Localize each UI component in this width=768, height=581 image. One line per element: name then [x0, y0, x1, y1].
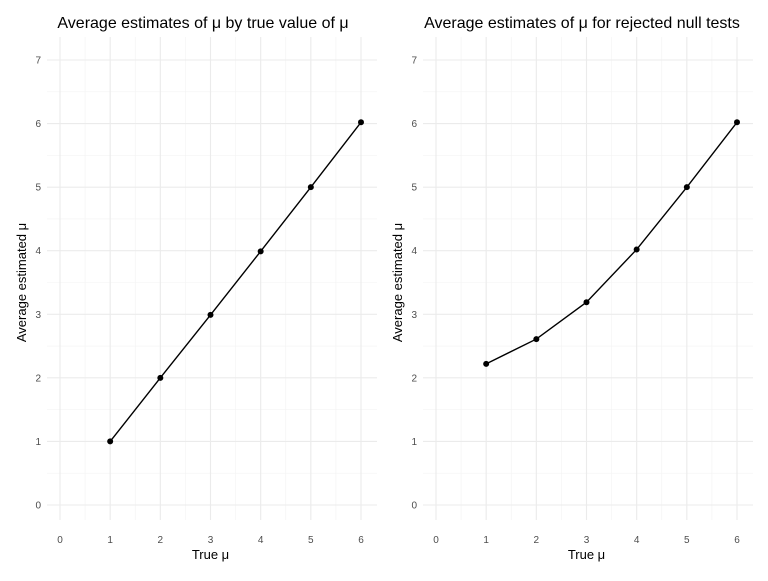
data-point: [307, 184, 314, 191]
data-point: [358, 119, 364, 126]
data-point: [533, 336, 540, 343]
y-tick-label: 0: [35, 501, 41, 512]
x-tick-label: 3: [208, 535, 214, 546]
x-tick-label: 1: [107, 535, 113, 546]
x-tick-label: 0: [57, 535, 63, 546]
data-point: [583, 299, 590, 306]
series-line: [485, 121, 738, 365]
y-tick-label: 6: [411, 119, 417, 130]
x-tick-label: 6: [358, 535, 364, 546]
data-point: [107, 438, 114, 445]
series-line: [109, 121, 362, 442]
x-tick-label: 3: [584, 535, 590, 546]
chart-title: Average estimates of μ for rejected null…: [424, 15, 740, 32]
x-tick-label: 4: [258, 535, 264, 546]
y-tick-label: 0: [411, 501, 417, 512]
y-tick-label: 5: [35, 183, 41, 194]
x-tick-label: 2: [534, 535, 540, 546]
x-tick-label: 1: [483, 535, 489, 546]
x-tick-label: 0: [433, 535, 439, 546]
y-tick-label: 2: [411, 373, 417, 384]
data-point: [633, 246, 640, 253]
y-tick-label: 4: [35, 246, 41, 257]
y-tick-label: 4: [411, 246, 417, 257]
data-point: [734, 119, 740, 126]
data-point: [157, 374, 164, 381]
x-axis-label: True μ: [568, 547, 605, 562]
y-tick-label: 5: [411, 183, 417, 194]
data-point: [257, 248, 264, 255]
y-tick-label: 3: [411, 310, 417, 321]
data-point: [207, 311, 214, 318]
y-tick-label: 6: [35, 119, 41, 130]
y-axis-label: Average estimated μ: [14, 223, 29, 342]
x-tick-label: 5: [308, 535, 314, 546]
x-tick-label: 6: [734, 535, 740, 546]
y-tick-label: 7: [411, 56, 417, 67]
y-axis-label: Average estimated μ: [390, 223, 405, 342]
x-tick-label: 4: [634, 535, 640, 546]
y-tick-label: 7: [35, 56, 41, 67]
x-axis-label: True μ: [192, 547, 229, 562]
data-point: [683, 184, 690, 191]
x-tick-label: 5: [684, 535, 690, 546]
chart-panel-2: 0 1 2 3 4 5 6 0 1 2 3 4 5 6 7 Average estimates of μ fo…: [390, 15, 753, 562]
y-tick-label: 1: [35, 437, 41, 448]
x-tick-label: 2: [158, 535, 164, 546]
chart-title: Average estimates of μ by true value of …: [57, 15, 348, 32]
y-tick-label: 1: [411, 437, 417, 448]
y-tick-label: 2: [35, 373, 41, 384]
data-point: [483, 360, 490, 367]
chart-panel-1: 0 1 2 3 4 5 6 0 1 2 3 4 5 6 7 Average estimates of μ by…: [14, 15, 377, 562]
y-tick-label: 3: [35, 310, 41, 321]
